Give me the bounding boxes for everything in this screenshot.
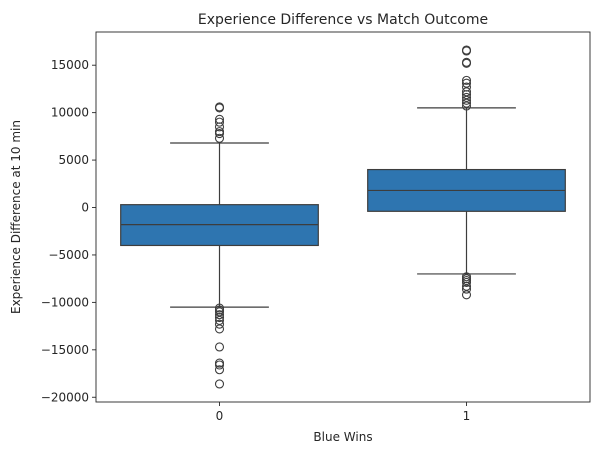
outlier-point	[461, 98, 472, 108]
outlier-point	[461, 284, 472, 294]
x-tick-label: 0	[216, 409, 224, 423]
outlier-point	[214, 133, 225, 143]
y-tick-label: 5000	[58, 153, 89, 167]
outlier-point	[214, 319, 225, 329]
box-group-1	[367, 45, 566, 300]
outlier-point	[214, 310, 225, 320]
outlier-point	[214, 313, 225, 323]
outlier-point	[214, 117, 225, 127]
outlier-point	[214, 122, 225, 132]
y-tick-label: −15000	[41, 343, 89, 357]
outlier-point	[214, 365, 225, 375]
outlier-point	[214, 324, 225, 334]
outlier-point	[214, 342, 225, 352]
axes-frame	[95, 31, 591, 403]
x-tick-label: 1	[463, 409, 471, 423]
y-axis-ticks: −20000 −15000 −10000 −5000 0 5000 10000 15000	[41, 58, 96, 404]
y-tick-label: 10000	[51, 106, 89, 120]
outlier-point	[461, 46, 472, 56]
outlier-point	[461, 290, 472, 300]
y-tick-label: 0	[81, 201, 89, 215]
chart-title: Experience Difference vs Match Outcome	[198, 12, 488, 28]
outlier-point	[461, 75, 472, 85]
box-marks	[120, 45, 566, 389]
y-axis-title: Experience Difference at 10 min	[9, 120, 23, 314]
outlier-point	[461, 101, 472, 111]
y-tick-label: 15000	[51, 58, 89, 72]
outlier-point	[214, 128, 225, 139]
outlier-point	[461, 277, 472, 288]
x-axis-title: Blue Wins	[313, 430, 372, 444]
outlier-point	[461, 58, 472, 68]
outlier-point	[461, 95, 472, 105]
y-tick-label: −5000	[48, 248, 89, 262]
plot-area	[95, 31, 591, 403]
outlier-point	[214, 379, 225, 389]
outlier-point	[214, 360, 225, 370]
y-tick-label: −20000	[41, 390, 89, 404]
y-tick-label: −10000	[41, 295, 89, 309]
box-group-0	[120, 102, 319, 389]
outlier-point	[214, 103, 225, 113]
